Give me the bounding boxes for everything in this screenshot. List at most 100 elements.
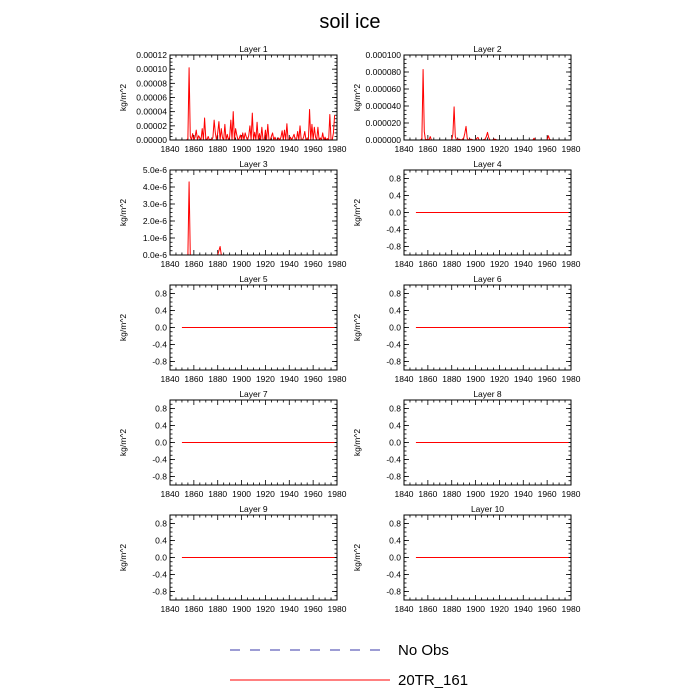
plot-frame-layer-8: [403, 399, 572, 486]
x-tick-label-layer-1: 1940: [280, 144, 299, 154]
y-tick-label-layer-8: 0.0: [389, 438, 401, 448]
x-tick-label-layer-3: 1920: [256, 259, 275, 269]
plot-frame-layer-10: [403, 514, 572, 601]
x-tick-label-layer-3: 1840: [161, 259, 180, 269]
x-tick-label-layer-3: 1980: [328, 259, 347, 269]
x-tick-label-layer-3: 1940: [280, 259, 299, 269]
y-tick-label-layer-10: 0.8: [389, 519, 401, 529]
x-tick-label-layer-8: 1900: [466, 489, 485, 499]
x-tick-label-layer-1: 1900: [232, 144, 251, 154]
y-tick-label-layer-1: 0.00008: [136, 78, 167, 88]
plot-frame-layer-2: [403, 54, 572, 141]
y-tick-label-layer-3: 5.0e-6: [143, 165, 167, 175]
y-tick-label-layer-4: 0.0: [389, 208, 401, 218]
y-axis-label-layer-4: kg/m^2: [352, 199, 362, 226]
y-tick-label-layer-2: 0.000100: [366, 50, 402, 60]
plot-frame-layer-9: [169, 514, 338, 601]
x-tick-label-layer-1: 1860: [184, 144, 203, 154]
x-tick-label-layer-4: 1920: [490, 259, 509, 269]
y-tick-label-layer-1: 0.00012: [136, 50, 167, 60]
x-tick-label-layer-4: 1900: [466, 259, 485, 269]
x-tick-label-layer-6: 1940: [514, 374, 533, 384]
x-tick-label-layer-7: 1960: [304, 489, 323, 499]
y-tick-label-layer-5: -0.8: [152, 357, 167, 367]
y-tick-label-layer-3: 4.0e-6: [143, 182, 167, 192]
x-tick-label-layer-6: 1840: [395, 374, 414, 384]
x-tick-label-layer-1: 1960: [304, 144, 323, 154]
x-tick-label-layer-3: 1880: [208, 259, 227, 269]
panel-layer-4: Layer 4 kg/m^2 1840 1860 1880 1900 1920 1940 196…: [352, 159, 581, 269]
y-tick-label-layer-6: 0.4: [389, 306, 401, 316]
y-axis-label-layer-1: kg/m^2: [118, 84, 128, 111]
panel-title-layer-8: Layer 8: [473, 389, 502, 399]
x-tick-label-layer-4: 1840: [395, 259, 414, 269]
x-tick-label-layer-7: 1860: [184, 489, 203, 499]
x-tick-label-layer-1: 1920: [256, 144, 275, 154]
y-tick-label-layer-2: 0.000000: [366, 135, 402, 145]
x-tick-label-layer-9: 1840: [161, 604, 180, 614]
x-tick-label-layer-3: 1860: [184, 259, 203, 269]
x-tick-label-layer-5: 1940: [280, 374, 299, 384]
panel-title-layer-3: Layer 3: [239, 159, 268, 169]
y-axis-label-layer-2: kg/m^2: [352, 84, 362, 111]
x-tick-label-layer-10: 1880: [442, 604, 461, 614]
panel-title-layer-10: Layer 10: [471, 504, 504, 514]
x-tick-label-layer-6: 1960: [538, 374, 557, 384]
panel-title-layer-2: Layer 2: [473, 44, 502, 54]
x-tick-label-layer-2: 1940: [514, 144, 533, 154]
x-tick-label-layer-7: 1980: [328, 489, 347, 499]
plot-frame-layer-1: [169, 54, 338, 141]
y-axis-label-layer-7: kg/m^2: [118, 429, 128, 456]
y-tick-label-layer-5: 0.4: [155, 306, 167, 316]
panel-layer-3: Layer 3 kg/m^2 1840 1860 1880 1900 1920 1940 196…: [118, 159, 347, 269]
y-tick-label-layer-6: 0.8: [389, 289, 401, 299]
y-tick-label-layer-1: 0.00006: [136, 93, 167, 103]
x-tick-label-layer-5: 1860: [184, 374, 203, 384]
y-tick-label-layer-1: 0.00002: [136, 121, 167, 131]
x-tick-label-layer-2: 1860: [418, 144, 437, 154]
y-tick-label-layer-8: -0.4: [386, 455, 401, 465]
x-tick-label-layer-5: 1960: [304, 374, 323, 384]
x-tick-label-layer-1: 1840: [161, 144, 180, 154]
x-tick-label-layer-2: 1960: [538, 144, 557, 154]
y-tick-label-layer-1: 0.00004: [136, 107, 167, 117]
figure-title: soil ice: [319, 11, 380, 33]
plot-frame-layer-3: [169, 169, 338, 256]
x-tick-label-layer-9: 1940: [280, 604, 299, 614]
x-tick-label-layer-6: 1860: [418, 374, 437, 384]
y-tick-label-layer-8: -0.8: [386, 472, 401, 482]
panel-layer-1: Layer 1 kg/m^2 1840 1860 1880 1900 1920 1940 196…: [118, 44, 347, 154]
x-tick-label-layer-8: 1960: [538, 489, 557, 499]
x-tick-label-layer-2: 1920: [490, 144, 509, 154]
panel-layer-5: Layer 5 kg/m^2 1840 1860 1880 1900 1920 1940 196…: [118, 274, 347, 384]
x-tick-label-layer-10: 1840: [395, 604, 414, 614]
x-tick-label-layer-7: 1880: [208, 489, 227, 499]
y-tick-label-layer-3: 2.0e-6: [143, 216, 167, 226]
x-tick-label-layer-4: 1880: [442, 259, 461, 269]
panel-title-layer-4: Layer 4: [473, 159, 502, 169]
y-tick-label-layer-2: 0.000080: [366, 67, 402, 77]
panel-title-layer-9: Layer 9: [239, 504, 268, 514]
series-line-layer-1: [181, 67, 336, 141]
x-tick-label-layer-8: 1880: [442, 489, 461, 499]
panels-group: Layer 1 kg/m^2 1840 1860 1880 1900 1920 1940 196…: [118, 44, 581, 614]
panel-title-layer-7: Layer 7: [239, 389, 268, 399]
panel-layer-8: Layer 8 kg/m^2 1840 1860 1880 1900 1920 1940 196…: [352, 389, 581, 499]
y-tick-label-layer-7: -0.8: [152, 472, 167, 482]
y-tick-label-layer-9: -0.4: [152, 570, 167, 580]
y-tick-label-layer-10: 0.4: [389, 536, 401, 546]
y-axis-label-layer-6: kg/m^2: [352, 314, 362, 341]
y-axis-label-layer-3: kg/m^2: [118, 199, 128, 226]
y-tick-label-layer-4: -0.8: [386, 242, 401, 252]
plot-frame-layer-4: [403, 169, 572, 256]
x-tick-label-layer-7: 1900: [232, 489, 251, 499]
y-tick-label-layer-4: 0.4: [389, 191, 401, 201]
x-tick-label-layer-1: 1980: [328, 144, 347, 154]
panel-title-layer-5: Layer 5: [239, 274, 268, 284]
x-tick-label-layer-9: 1980: [328, 604, 347, 614]
x-tick-label-layer-10: 1860: [418, 604, 437, 614]
x-tick-label-layer-2: 1980: [562, 144, 581, 154]
y-tick-label-layer-1: 0.00010: [136, 64, 167, 74]
x-tick-label-layer-5: 1900: [232, 374, 251, 384]
